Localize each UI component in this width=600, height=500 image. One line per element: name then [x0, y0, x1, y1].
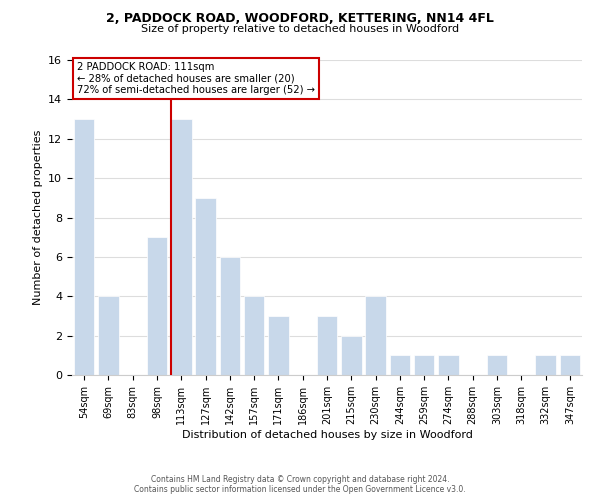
Bar — [146, 237, 167, 375]
Bar — [487, 356, 508, 375]
Bar — [268, 316, 289, 375]
Bar — [74, 119, 94, 375]
Bar — [220, 257, 240, 375]
Bar — [317, 316, 337, 375]
Bar — [535, 356, 556, 375]
Bar — [195, 198, 216, 375]
Bar — [244, 296, 265, 375]
Text: 2, PADDOCK ROAD, WOODFORD, KETTERING, NN14 4FL: 2, PADDOCK ROAD, WOODFORD, KETTERING, NN… — [106, 12, 494, 26]
Text: 2 PADDOCK ROAD: 111sqm
← 28% of detached houses are smaller (20)
72% of semi-det: 2 PADDOCK ROAD: 111sqm ← 28% of detached… — [77, 62, 315, 95]
Bar — [414, 356, 434, 375]
Bar — [560, 356, 580, 375]
Text: Contains HM Land Registry data © Crown copyright and database right 2024.
Contai: Contains HM Land Registry data © Crown c… — [134, 474, 466, 494]
Bar — [98, 296, 119, 375]
Bar — [171, 119, 191, 375]
Bar — [341, 336, 362, 375]
Text: Size of property relative to detached houses in Woodford: Size of property relative to detached ho… — [141, 24, 459, 34]
Bar — [438, 356, 459, 375]
Y-axis label: Number of detached properties: Number of detached properties — [32, 130, 43, 305]
X-axis label: Distribution of detached houses by size in Woodford: Distribution of detached houses by size … — [182, 430, 472, 440]
Bar — [389, 356, 410, 375]
Bar — [365, 296, 386, 375]
